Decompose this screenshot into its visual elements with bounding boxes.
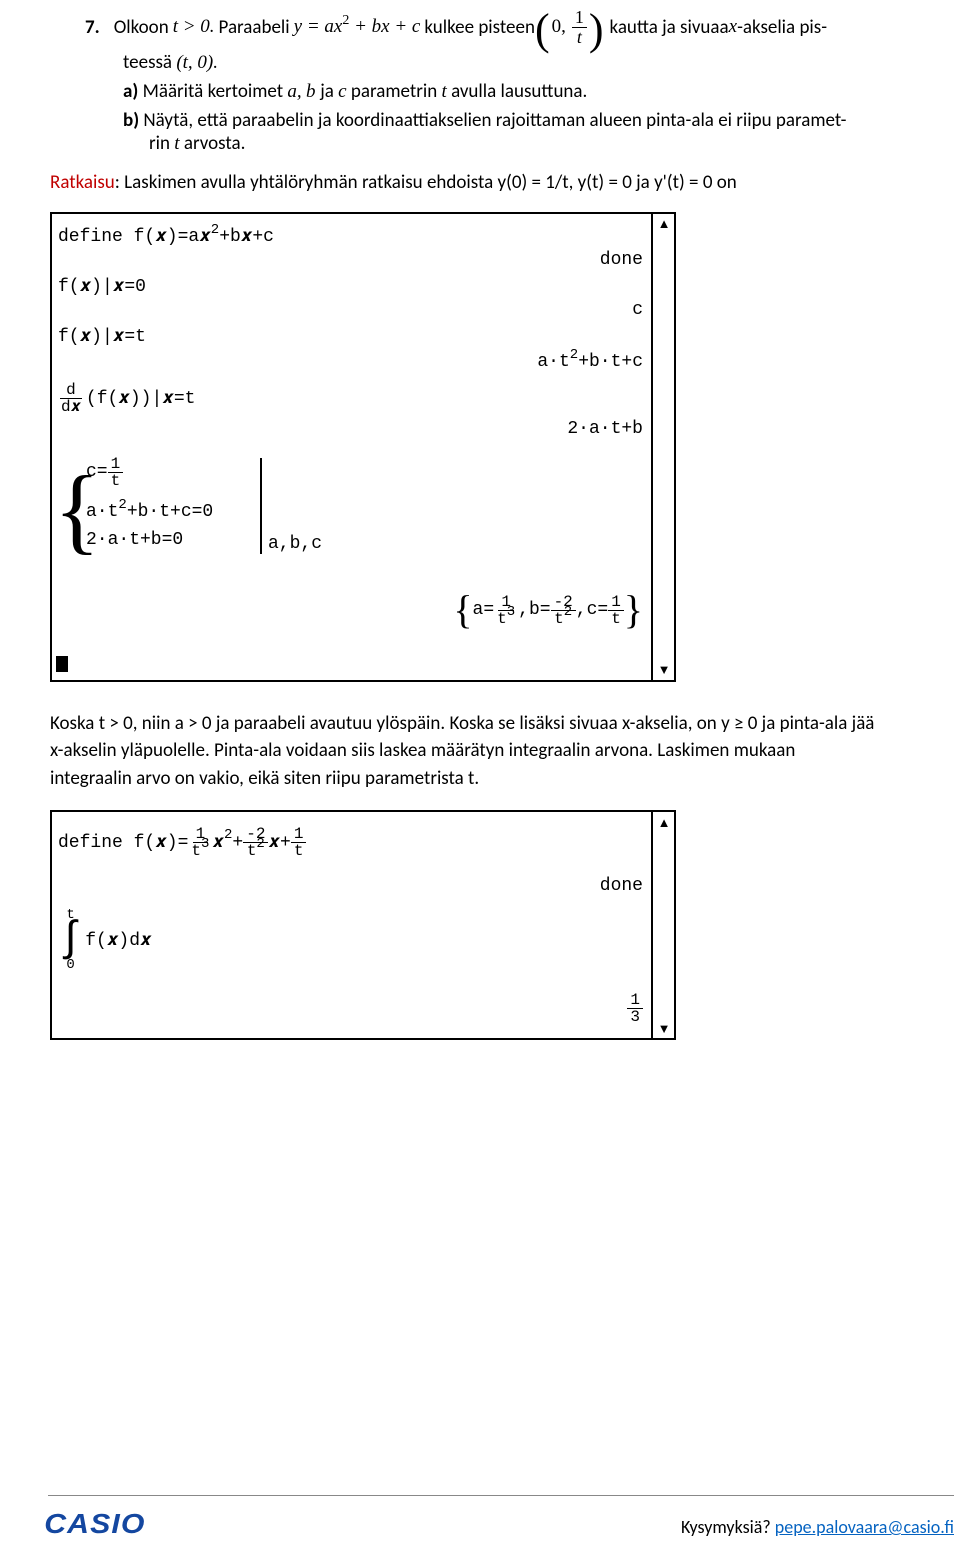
- calculator-screenshot-1: define f(𝒙)=a𝒙2+b𝒙+c done f(𝒙)|𝒙=0 c f(𝒙…: [50, 212, 676, 682]
- calc2-result: 1 3: [627, 992, 643, 1025]
- part-b-label: b): [123, 109, 139, 132]
- scroll-down-icon[interactable]: ▼: [653, 1018, 675, 1038]
- calculator-screenshot-2: define f(𝒙)= 1 t3 𝒙2+ -2 t2 𝒙+ 1 t done: [50, 810, 676, 1040]
- scrollbar[interactable]: ▲ ▼: [652, 214, 674, 680]
- calc2-integral: t ∫ 0 f(𝒙)d𝒙: [58, 908, 152, 972]
- sys-eq3: 2·a·t+b=0: [86, 530, 183, 550]
- text: -akselia pis-: [737, 16, 827, 39]
- solution-header: Ratkaisu: Laskimen avulla yhtälöryhmän r…: [50, 171, 910, 194]
- parabola-eq: y = ax2 + bx + c: [294, 16, 421, 38]
- calc-result-poly: a·t2+b·t+c: [537, 352, 643, 372]
- point-t0: (t, 0).: [176, 52, 218, 73]
- x-var: x: [729, 16, 737, 38]
- casio-logo: CASIO: [44, 1508, 145, 1540]
- scroll-down-icon[interactable]: ▼: [653, 660, 675, 680]
- solution-text: : Laskimen avulla yhtälöryhmän ratkaisu …: [115, 171, 737, 194]
- calc-result-deriv: 2·a·t+b: [567, 419, 643, 439]
- sys-eq1: c= 1t: [86, 456, 123, 489]
- part-a-label: a): [123, 80, 138, 103]
- sys-vars: a,b,c: [268, 534, 322, 554]
- frac-1-over-t: 1 t: [572, 8, 587, 47]
- cursor-icon: [56, 656, 68, 672]
- page-footer: CASIO Kysymyksiä? pepe.palovaara@casio.f…: [0, 1495, 960, 1540]
- paren-close: ): [589, 12, 604, 47]
- calc-define: define f(𝒙)=a𝒙2+b𝒙+c: [58, 226, 274, 247]
- calc-result-c: c: [632, 300, 643, 320]
- text: teessä: [123, 51, 176, 74]
- explanation-paragraph: Koska t > 0, niin a > 0 ja paraabeli ava…: [50, 710, 875, 793]
- ratkaisu-label: Ratkaisu: [50, 171, 115, 194]
- part-b-cont: rin t arvosta.: [149, 132, 910, 155]
- problem-statement: 7. Olkoon t > 0. Paraabeli y = ax2 + bx …: [85, 8, 910, 155]
- divider-bar: [260, 458, 262, 554]
- calc-deriv: d d𝒙 (f(𝒙))|𝒙=t: [58, 382, 195, 415]
- text: Olkoon: [114, 16, 169, 39]
- cond-t: t > 0.: [173, 16, 215, 38]
- scroll-up-icon[interactable]: ▲: [653, 812, 675, 832]
- contact-email-link[interactable]: pepe.palovaara@casio.fi: [775, 1516, 954, 1538]
- calc2-done: done: [600, 876, 643, 896]
- point-zero: 0,: [552, 16, 566, 38]
- text: Paraabeli: [219, 16, 290, 39]
- scrollbar[interactable]: ▲ ▼: [652, 812, 674, 1038]
- sys-eq2: a·t2+b·t+c=0: [86, 502, 213, 522]
- calc2-define: define f(𝒙)= 1 t3 𝒙2+ -2 t2 𝒙+ 1 t: [58, 826, 306, 859]
- calc-evalt: f(𝒙)|𝒙=t: [58, 326, 146, 347]
- paren-open: (: [535, 12, 550, 47]
- scroll-up-icon[interactable]: ▲: [653, 214, 675, 234]
- problem-number: 7.: [85, 16, 100, 39]
- calc-result-done: done: [600, 250, 643, 270]
- part-a: a) Määritä kertoimet a, b ja c parametri…: [123, 80, 910, 103]
- text: kulkee pisteen: [424, 16, 535, 39]
- calc-answer: { a= 1 t3 ,b= -2 t2 ,c= 1 t }: [453, 594, 643, 627]
- text: kautta ja sivuaa: [610, 16, 729, 39]
- contact-line: Kysymyksiä? pepe.palovaara@casio.fi: [681, 1516, 954, 1538]
- calc-eval0: f(𝒙)|𝒙=0: [58, 276, 146, 297]
- part-b: b) Näytä, että paraabelin ja koordinaatt…: [123, 109, 910, 132]
